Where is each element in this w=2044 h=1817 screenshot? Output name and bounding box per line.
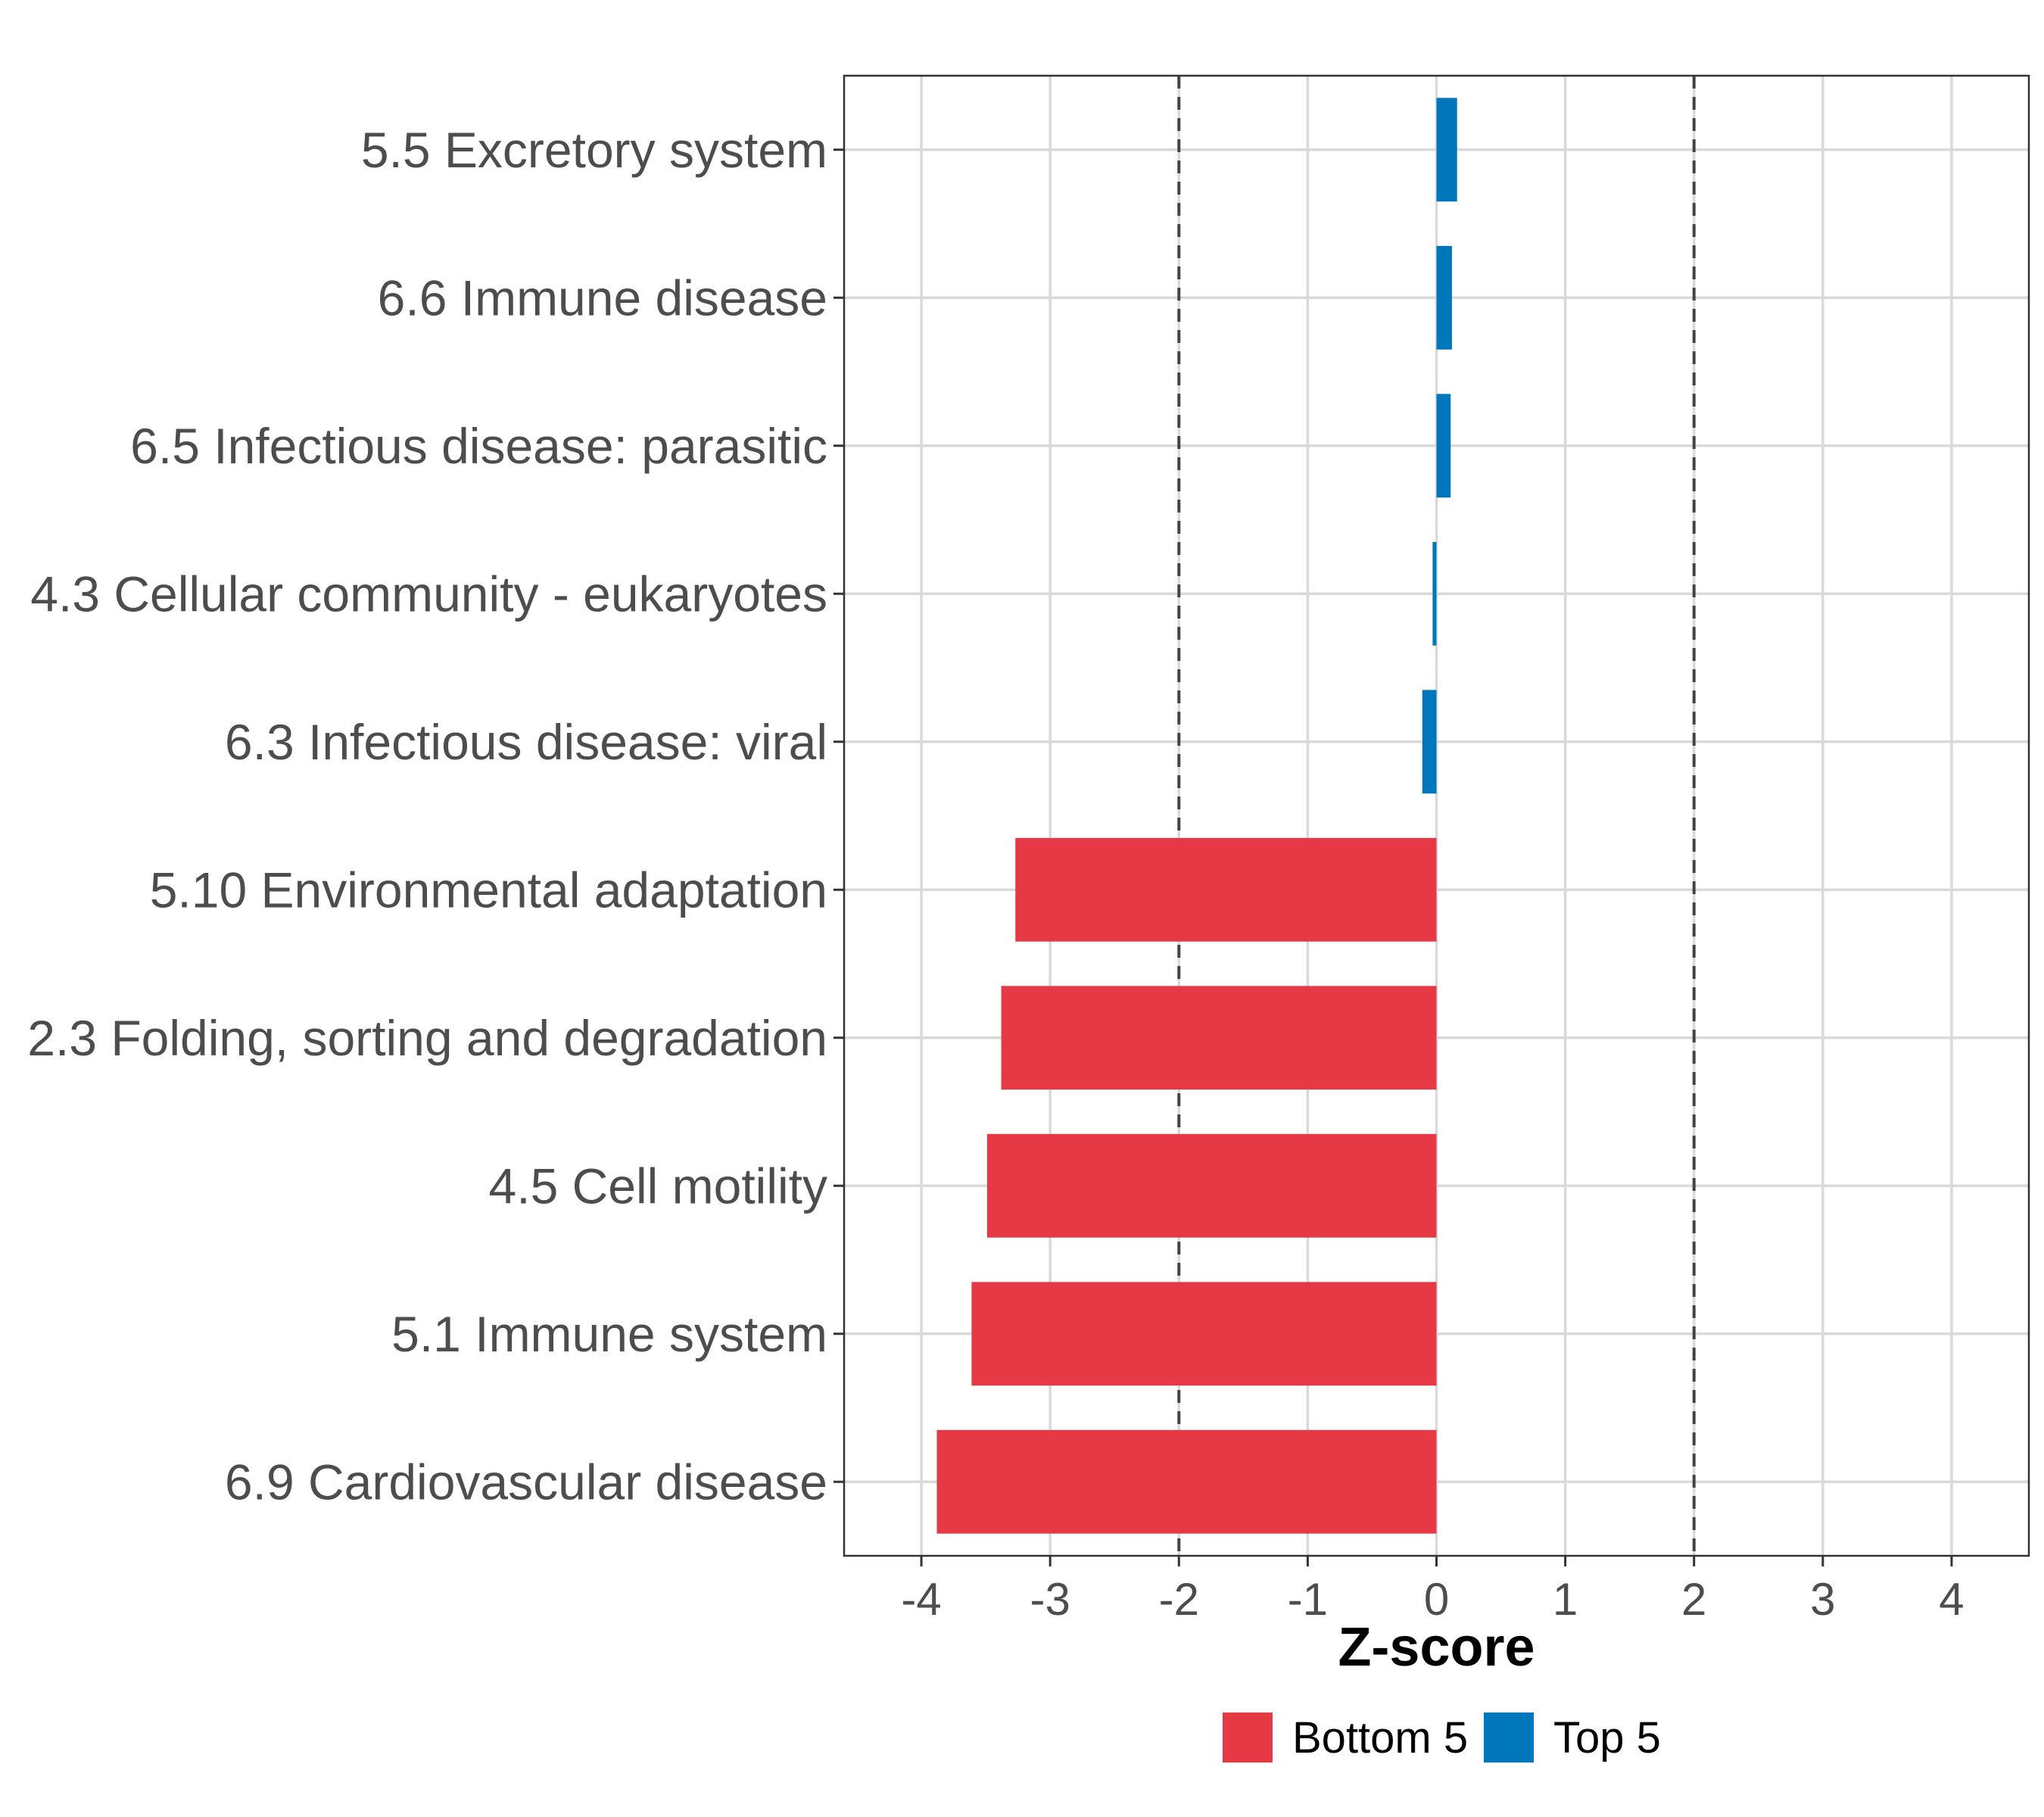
legend-swatch (1223, 1713, 1273, 1762)
legend-swatch (1484, 1713, 1534, 1762)
x-tick-label: 0 (1424, 1574, 1449, 1625)
bar (971, 1282, 1437, 1386)
x-tick-label: -2 (1159, 1574, 1199, 1625)
x-axis: -4 -3 -2 -1 0 1 2 3 4 (901, 1556, 1965, 1625)
y-tick-label: 4.3 Cellular community - eukaryotes (30, 566, 827, 622)
bar (936, 1429, 1437, 1534)
y-tick-label: 4.5 Cell motility (489, 1158, 827, 1214)
bars (936, 98, 1457, 1534)
x-tick-label: -3 (1030, 1574, 1070, 1625)
legend: Bottom 5 Top 5 (1223, 1713, 1661, 1762)
bar (1436, 394, 1451, 498)
y-tick-label: 5.1 Immune system (391, 1306, 827, 1362)
x-axis-title: Z-score (1338, 1617, 1535, 1678)
bar (1436, 245, 1452, 350)
bar (986, 1133, 1437, 1238)
y-tick-label: 6.9 Cardiovascular disease (225, 1454, 827, 1510)
x-tick-label: 4 (1939, 1574, 1964, 1625)
x-tick-label: 1 (1553, 1574, 1578, 1625)
x-tick-label: 2 (1681, 1574, 1706, 1625)
legend-label: Top 5 (1553, 1713, 1661, 1762)
bar (1001, 986, 1437, 1090)
y-tick-label: 6.5 Infectious disease: parasitic (130, 418, 827, 474)
bar (1015, 837, 1437, 942)
y-tick-label: 5.5 Excretory system (361, 122, 827, 178)
y-tick-label: 5.10 Environmental adaptation (150, 862, 827, 918)
bar (1432, 541, 1437, 646)
y-tick-label: 2.3 Folding, sorting and degradation (27, 1010, 827, 1066)
x-tick-label: -4 (901, 1574, 941, 1625)
y-tick-label: 6.3 Infectious disease: viral (225, 714, 827, 770)
y-axis: 5.5 Excretory system 6.6 Immune disease 6.… (27, 122, 844, 1510)
bar (1422, 690, 1437, 794)
x-tick-label: -1 (1288, 1574, 1328, 1625)
legend-label: Bottom 5 (1292, 1713, 1468, 1762)
y-tick-label: 6.6 Immune disease (378, 270, 827, 326)
x-tick-label: 3 (1810, 1574, 1835, 1625)
bar (1436, 98, 1457, 202)
